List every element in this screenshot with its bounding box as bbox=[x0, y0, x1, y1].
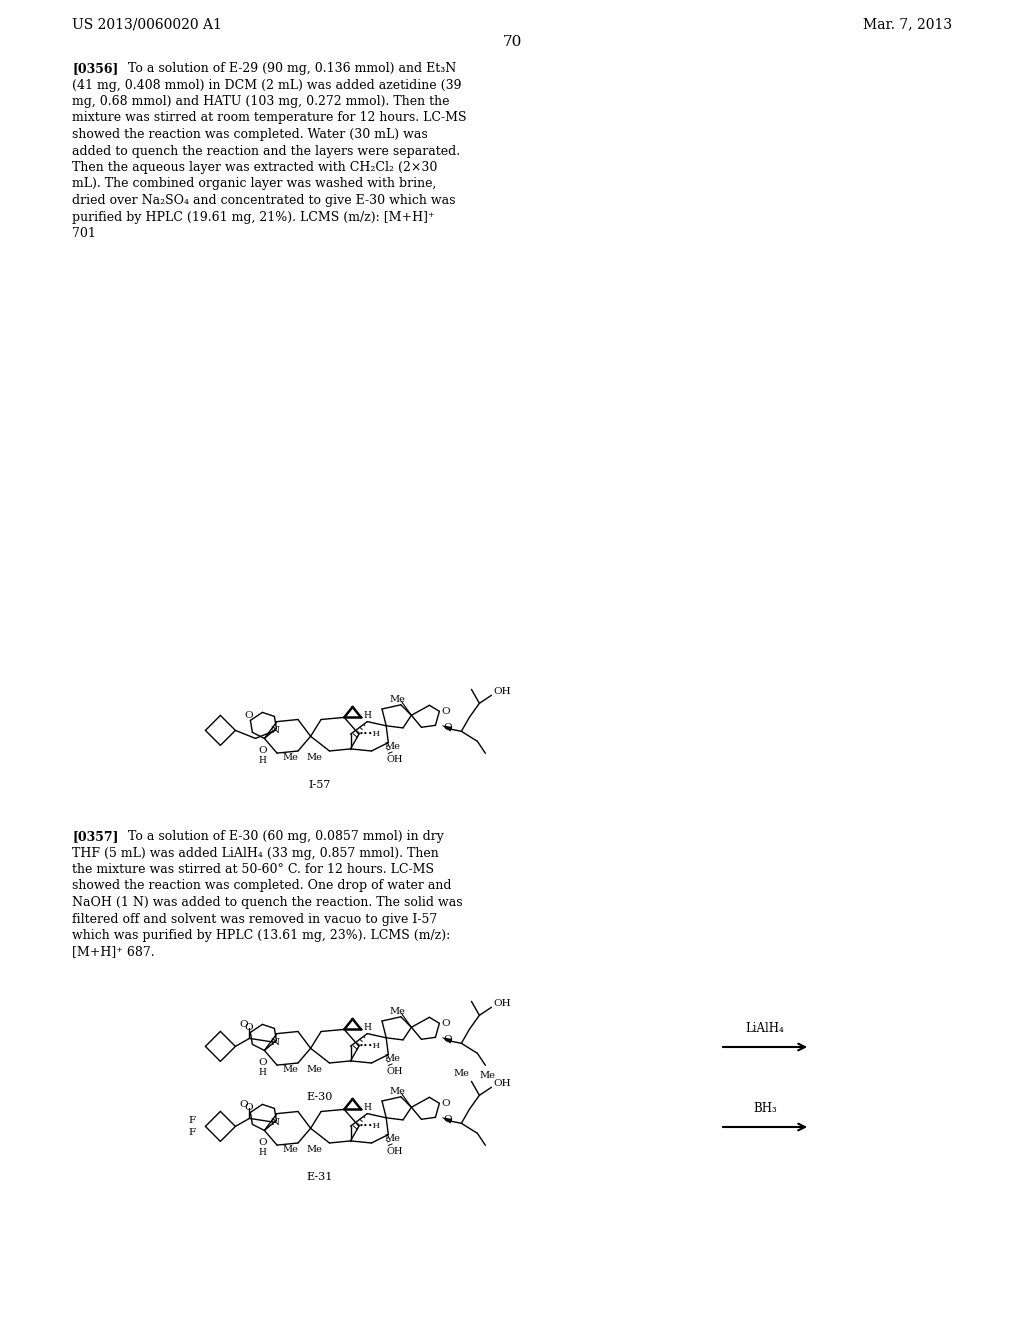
Polygon shape bbox=[441, 1038, 453, 1044]
Text: OH: OH bbox=[386, 1067, 402, 1076]
Text: O: O bbox=[258, 1138, 266, 1147]
Text: added to quench the reaction and the layers were separated.: added to quench the reaction and the lay… bbox=[72, 144, 460, 157]
Text: Mar. 7, 2013: Mar. 7, 2013 bbox=[863, 17, 952, 30]
Text: LiAlH₄: LiAlH₄ bbox=[745, 1022, 784, 1035]
Text: To a solution of E-29 (90 mg, 0.136 mmol) and Et₃N: To a solution of E-29 (90 mg, 0.136 mmol… bbox=[116, 62, 457, 75]
Text: O: O bbox=[443, 1035, 452, 1044]
Text: O: O bbox=[441, 706, 450, 715]
Text: THF (5 mL) was added LiAlH₄ (33 mg, 0.857 mmol). Then: THF (5 mL) was added LiAlH₄ (33 mg, 0.85… bbox=[72, 846, 438, 859]
Text: 701: 701 bbox=[72, 227, 96, 240]
Polygon shape bbox=[441, 1117, 453, 1123]
Text: O: O bbox=[244, 1104, 253, 1111]
Text: Me: Me bbox=[306, 754, 323, 762]
Text: O: O bbox=[441, 1019, 450, 1028]
Text: O: O bbox=[239, 1100, 248, 1109]
Text: O: O bbox=[244, 711, 253, 719]
Text: filtered off and solvent was removed in vacuo to give I-57: filtered off and solvent was removed in … bbox=[72, 912, 437, 925]
Text: US 2013/0060020 A1: US 2013/0060020 A1 bbox=[72, 17, 222, 30]
Text: the mixture was stirred at 50-60° C. for 12 hours. LC-MS: the mixture was stirred at 50-60° C. for… bbox=[72, 863, 434, 876]
Text: •••H: •••H bbox=[358, 1122, 381, 1130]
Text: dried over Na₂SO₄ and concentrated to give E-30 which was: dried over Na₂SO₄ and concentrated to gi… bbox=[72, 194, 456, 207]
Text: H: H bbox=[364, 710, 372, 719]
Text: Me: Me bbox=[282, 1144, 298, 1154]
Text: O: O bbox=[258, 746, 266, 755]
Text: •••H: •••H bbox=[358, 1043, 381, 1051]
Text: showed the reaction was completed. Water (30 mL) was: showed the reaction was completed. Water… bbox=[72, 128, 428, 141]
Text: To a solution of E-30 (60 mg, 0.0857 mmol) in dry: To a solution of E-30 (60 mg, 0.0857 mmo… bbox=[116, 830, 443, 843]
Text: showed the reaction was completed. One drop of water and: showed the reaction was completed. One d… bbox=[72, 879, 452, 892]
Text: N: N bbox=[270, 1038, 280, 1047]
Text: [0357]: [0357] bbox=[72, 830, 119, 843]
Text: BH₃: BH₃ bbox=[753, 1102, 777, 1115]
Text: OH: OH bbox=[494, 999, 511, 1007]
Text: Me: Me bbox=[306, 1144, 323, 1154]
Text: 70: 70 bbox=[503, 36, 521, 49]
Text: Me: Me bbox=[306, 1065, 323, 1074]
Text: Me: Me bbox=[384, 1134, 400, 1143]
Text: mL). The combined organic layer was washed with brine,: mL). The combined organic layer was wash… bbox=[72, 177, 436, 190]
Text: N: N bbox=[270, 726, 280, 735]
Text: O: O bbox=[239, 1020, 248, 1028]
Text: H: H bbox=[258, 756, 266, 764]
Text: Me: Me bbox=[282, 754, 298, 762]
Text: NaOH (1 N) was added to quench the reaction. The solid was: NaOH (1 N) was added to quench the react… bbox=[72, 896, 463, 909]
Text: F: F bbox=[188, 1127, 196, 1137]
Text: [M+H]⁺ 687.: [M+H]⁺ 687. bbox=[72, 945, 155, 958]
Text: which was purified by HPLC (13.61 mg, 23%). LCMS (m/z):: which was purified by HPLC (13.61 mg, 23… bbox=[72, 929, 451, 942]
Text: O: O bbox=[441, 1098, 450, 1107]
Text: Me: Me bbox=[389, 1086, 406, 1096]
Text: Me: Me bbox=[454, 1069, 469, 1078]
Text: OH: OH bbox=[494, 686, 511, 696]
Text: O: O bbox=[443, 723, 452, 731]
Text: OH: OH bbox=[386, 755, 402, 764]
Text: Then the aqueous layer was extracted with CH₂Cl₂ (2×30: Then the aqueous layer was extracted wit… bbox=[72, 161, 437, 174]
Text: H: H bbox=[258, 1068, 266, 1077]
Text: F: F bbox=[188, 1115, 196, 1125]
Text: (41 mg, 0.408 mmol) in DCM (2 mL) was added azetidine (39: (41 mg, 0.408 mmol) in DCM (2 mL) was ad… bbox=[72, 78, 462, 91]
Text: Me: Me bbox=[384, 1055, 400, 1063]
Polygon shape bbox=[441, 725, 453, 731]
Text: OH: OH bbox=[386, 1147, 402, 1156]
Text: OH: OH bbox=[494, 1078, 511, 1088]
Text: Me: Me bbox=[479, 1071, 496, 1080]
Text: H: H bbox=[364, 1023, 372, 1032]
Text: H: H bbox=[364, 1102, 372, 1111]
Text: mg, 0.68 mmol) and HATU (103 mg, 0.272 mmol). Then the: mg, 0.68 mmol) and HATU (103 mg, 0.272 m… bbox=[72, 95, 450, 108]
Text: E-30: E-30 bbox=[307, 1092, 333, 1102]
Text: Me: Me bbox=[384, 742, 400, 751]
Text: O: O bbox=[244, 1023, 253, 1032]
Text: H: H bbox=[258, 1148, 266, 1156]
Text: mixture was stirred at room temperature for 12 hours. LC-MS: mixture was stirred at room temperature … bbox=[72, 111, 467, 124]
Text: O: O bbox=[258, 1057, 266, 1067]
Text: N: N bbox=[270, 1118, 280, 1127]
Text: •••H: •••H bbox=[358, 730, 381, 738]
Text: E-31: E-31 bbox=[307, 1172, 333, 1181]
Text: Me: Me bbox=[389, 1007, 406, 1016]
Text: purified by HPLC (19.61 mg, 21%). LCMS (m/z): [M+H]⁺: purified by HPLC (19.61 mg, 21%). LCMS (… bbox=[72, 210, 434, 223]
Text: Me: Me bbox=[389, 694, 406, 704]
Text: [0356]: [0356] bbox=[72, 62, 119, 75]
Text: Me: Me bbox=[282, 1065, 298, 1074]
Text: O: O bbox=[443, 1115, 452, 1123]
Text: I-57: I-57 bbox=[309, 780, 331, 789]
